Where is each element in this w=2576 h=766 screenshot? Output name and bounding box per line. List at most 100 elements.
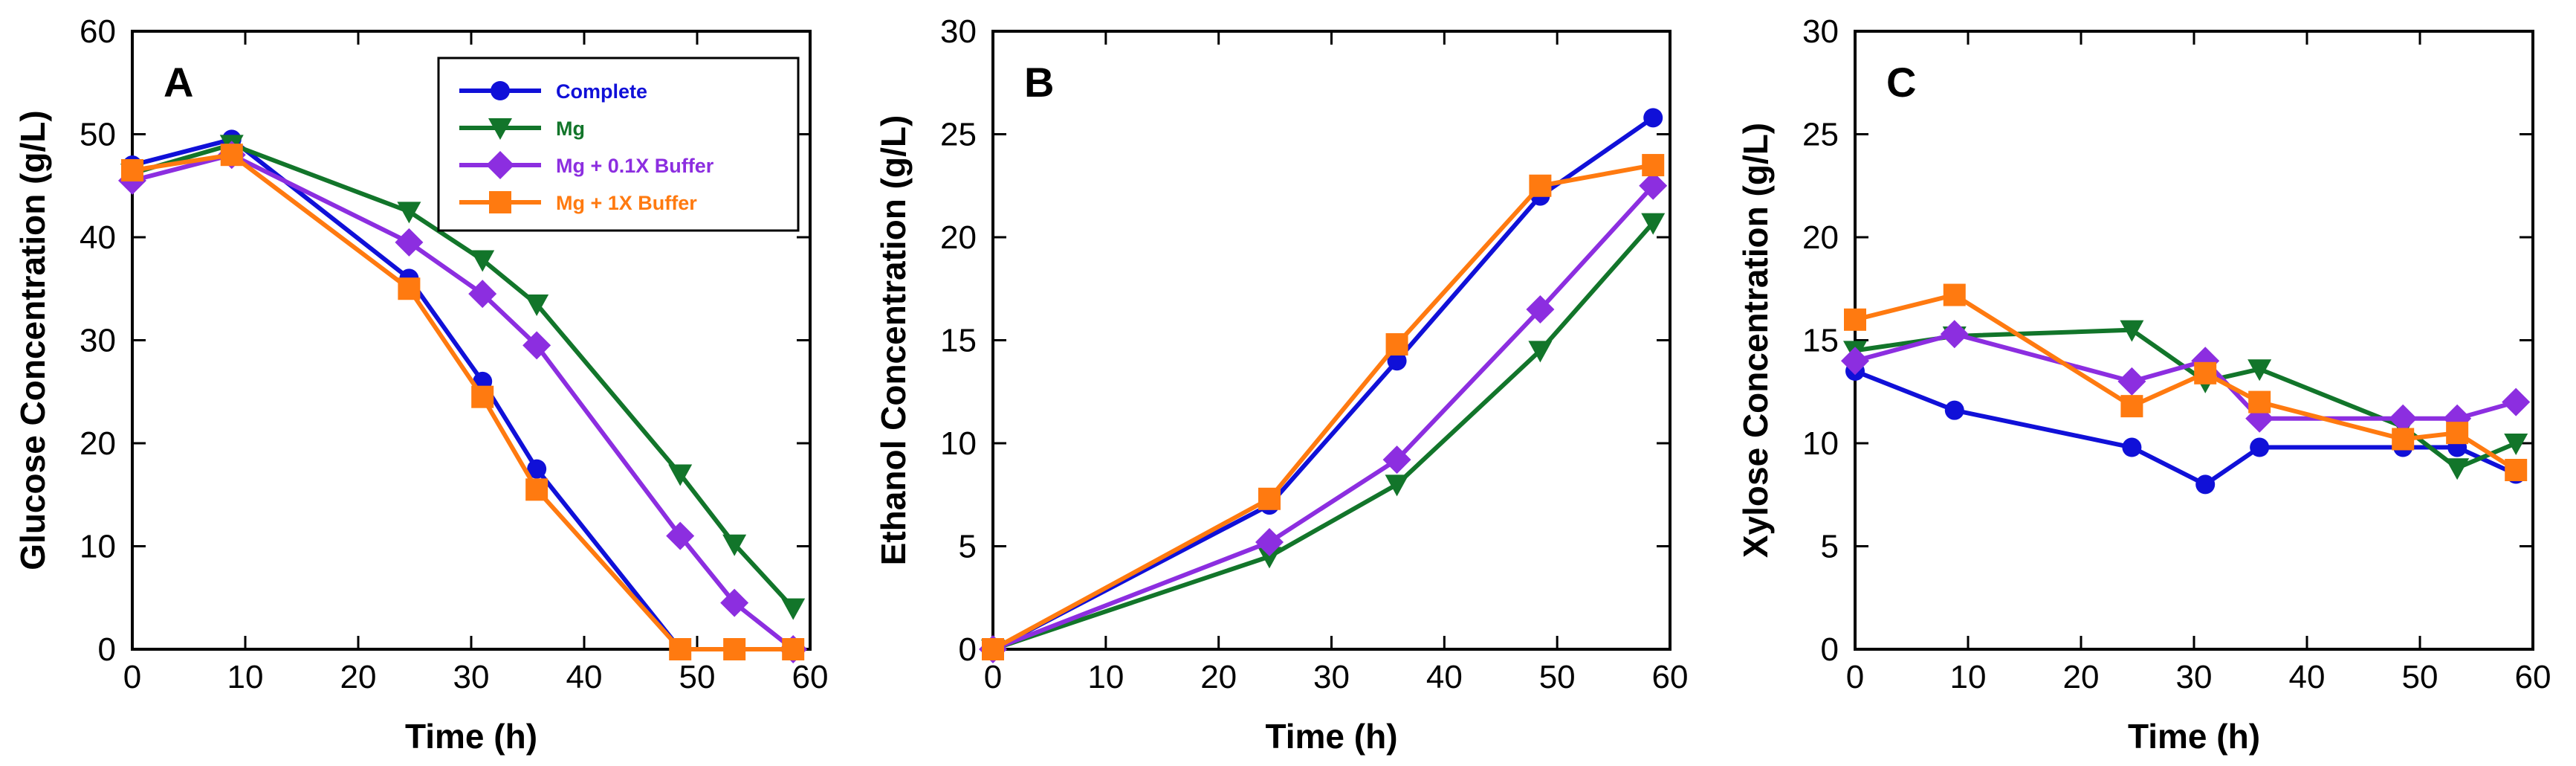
y-axis-title: Xylose Concentration (g/L)	[1736, 123, 1775, 558]
panel-letter: C	[1886, 59, 1916, 106]
y-tick-label: 20	[80, 425, 116, 462]
data-point	[121, 158, 143, 181]
data-point	[2194, 361, 2217, 384]
data-point	[982, 638, 1004, 660]
data-point	[1639, 171, 1668, 200]
data-point	[2122, 437, 2142, 457]
x-tick-label: 10	[1950, 659, 1987, 695]
data-point	[2505, 459, 2528, 482]
data-point	[1526, 295, 1555, 324]
x-tick-label: 60	[792, 659, 829, 695]
data-point	[397, 202, 421, 224]
data-point	[1255, 527, 1284, 556]
x-tick-label: 60	[1652, 659, 1689, 695]
y-tick-label: 0	[98, 631, 116, 668]
legend-entry-mg-1x-buffer: Mg + 1X Buffer	[459, 191, 697, 214]
x-tick-label: 30	[1313, 659, 1350, 695]
y-tick-label: 50	[80, 117, 116, 153]
data-point	[1258, 487, 1281, 510]
y-tick-label: 30	[940, 13, 977, 50]
legend-entry-complete: Complete	[459, 80, 647, 103]
data-point	[2120, 395, 2143, 418]
legend-entry-mg: Mg	[459, 118, 585, 140]
y-tick-label: 15	[940, 323, 977, 359]
panel-b: B Time (h) Ethanol Concentration (g/L) 0…	[874, 13, 1688, 756]
data-point	[1940, 320, 1969, 349]
data-point	[1387, 351, 1407, 371]
x-tick-label: 10	[227, 659, 264, 695]
y-tick-label: 25	[1802, 117, 1839, 153]
x-tick-label: 60	[2515, 659, 2551, 695]
series-line	[132, 142, 795, 610]
y-tick-label: 40	[80, 219, 116, 256]
data-point	[1844, 308, 1866, 331]
x-tick-label: 10	[1087, 659, 1124, 695]
data-point	[2502, 387, 2531, 416]
data-point	[668, 464, 693, 486]
legend: Complete Mg Mg + 0.1X Buffer Mg + 1X Buf…	[437, 57, 800, 232]
data-point	[1841, 347, 1869, 376]
data-point	[722, 534, 747, 556]
panel-a: A Time (h) Glucose Concentration (g/L) 0…	[13, 13, 828, 756]
series-mg-0.1x-buffer	[979, 171, 1668, 663]
data-point	[781, 598, 806, 620]
data-point	[468, 280, 497, 309]
x-tick-label: 0	[123, 659, 141, 695]
data-point	[782, 638, 805, 660]
data-point	[2504, 434, 2528, 455]
x-tick-label: 50	[1539, 659, 1576, 695]
y-tick-label: 30	[1802, 13, 1839, 50]
data-point	[2392, 428, 2415, 451]
legend-entry-mg-0.1x-buffer: Mg + 0.1X Buffer	[459, 151, 714, 179]
legend-label: Mg + 0.1X Buffer	[556, 155, 714, 177]
y-tick-label: 60	[80, 13, 116, 50]
legend-swatch-marker	[488, 118, 512, 140]
y-tick-label: 0	[1821, 631, 1839, 668]
x-tick-label: 0	[1846, 659, 1864, 695]
data-point	[1529, 174, 1552, 197]
data-point	[527, 459, 547, 479]
data-point	[471, 385, 494, 408]
panel-c: C Time (h) Xylose Concentration (g/L) 0 1…	[1736, 13, 2551, 756]
y-axis-title: Glucose Concentration (g/L)	[13, 110, 52, 570]
x-tick-label: 40	[566, 659, 603, 695]
y-tick-label: 15	[1802, 323, 1839, 359]
x-axis-title: Time (h)	[405, 717, 537, 756]
data-point	[2446, 422, 2469, 445]
x-tick-label: 20	[340, 659, 377, 695]
y-tick-label: 10	[1802, 425, 1839, 462]
y-tick-label: 30	[80, 323, 116, 359]
data-point	[1943, 283, 1966, 306]
legend-label: Mg	[556, 118, 585, 140]
data-point	[720, 588, 749, 617]
legend-marker-shape	[491, 81, 510, 100]
x-tick-label: 30	[2176, 659, 2213, 695]
legend-marker-shape	[489, 191, 511, 213]
series-line	[132, 152, 795, 651]
y-tick-label: 20	[940, 219, 977, 256]
legend-marker-shape	[486, 151, 514, 179]
x-axis-title: Time (h)	[2128, 717, 2260, 756]
y-tick-label: 10	[940, 425, 977, 462]
data-point	[669, 638, 692, 660]
series-mg-1x-buffer	[121, 144, 805, 660]
data-point	[2248, 390, 2271, 413]
data-point	[2445, 458, 2470, 480]
legend-swatch-marker	[491, 81, 510, 100]
data-point	[2195, 474, 2216, 495]
series-mg-1x-buffer	[1844, 283, 2528, 482]
x-tick-label: 30	[453, 659, 490, 695]
data-point	[1382, 445, 1411, 474]
y-tick-label: 0	[959, 631, 977, 668]
x-tick-label: 40	[2289, 659, 2326, 695]
y-axis-title: Ethanol Concentration (g/L)	[874, 115, 913, 566]
data-point	[2250, 437, 2270, 457]
data-point	[2247, 359, 2272, 382]
x-tick-label: 20	[1200, 659, 1237, 695]
data-point	[525, 478, 548, 501]
data-point	[2389, 404, 2418, 433]
legend-label: Complete	[556, 80, 647, 103]
y-tick-label: 5	[959, 529, 977, 565]
data-point	[395, 228, 424, 257]
data-point	[723, 638, 746, 660]
